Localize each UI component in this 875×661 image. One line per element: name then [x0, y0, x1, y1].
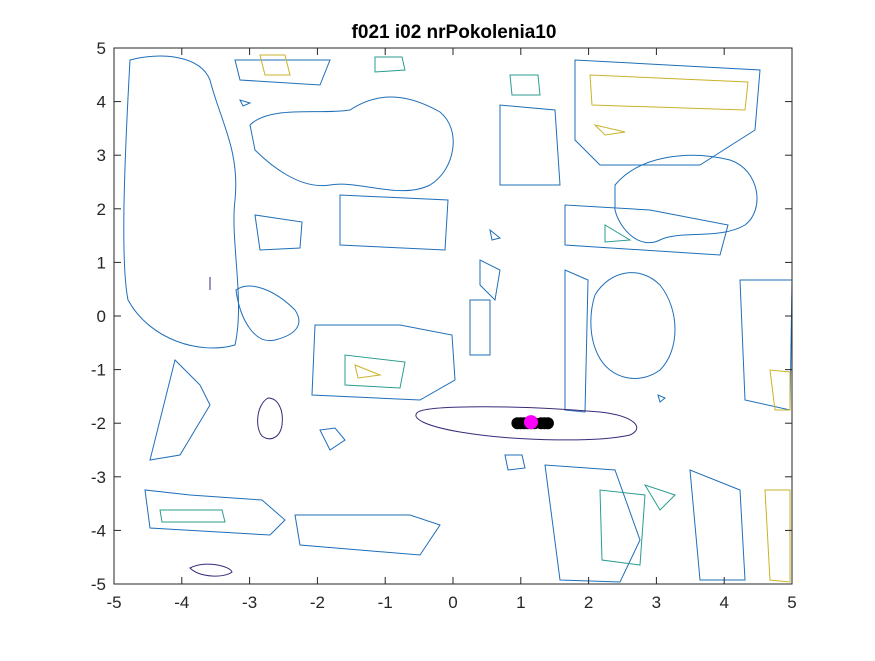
contour-line — [159, 509, 226, 523]
contour-line — [564, 269, 589, 413]
contour-line — [574, 59, 761, 166]
contour-line — [239, 99, 252, 107]
x-tick-label: -5 — [106, 593, 121, 612]
contour-line — [415, 406, 638, 441]
contour-line — [769, 369, 791, 411]
contour-line — [564, 204, 729, 256]
contour-line — [604, 224, 632, 243]
contour-line — [123, 55, 239, 349]
x-tick-label: -3 — [242, 593, 257, 612]
y-tick-label: 1 — [97, 253, 106, 272]
contour-line — [504, 454, 526, 471]
contour-line — [590, 272, 676, 379]
axes: -5 -4 -3 -2 -1 0 1 2 3 4 5 5 4 3 2 1 0 -1 -2 -3 -4 -5 — [91, 39, 797, 612]
contour-line — [614, 154, 758, 244]
y-tick-label: -3 — [91, 468, 106, 487]
contour-line — [144, 489, 286, 536]
contour-line — [764, 489, 791, 583]
contour-line — [689, 469, 746, 581]
y-tick-label: -5 — [91, 575, 106, 594]
x-tick-label: -4 — [174, 593, 189, 612]
contour-line — [509, 74, 541, 96]
contour-line — [254, 214, 303, 251]
x-tick-label: 1 — [516, 593, 525, 612]
contour-line — [234, 59, 331, 86]
x-tick-label: 0 — [448, 593, 457, 612]
contour-line — [469, 299, 491, 356]
contour-line — [479, 259, 501, 302]
contour-line — [589, 74, 749, 111]
contour-line — [294, 514, 441, 556]
contour-line — [593, 124, 626, 136]
best-point — [523, 415, 538, 430]
contour-line — [643, 484, 676, 511]
contour-line — [374, 56, 406, 73]
x-tick-label: 3 — [652, 593, 661, 612]
y-tick-label: 0 — [97, 307, 106, 326]
contour-line — [657, 394, 666, 403]
population-points — [511, 415, 554, 430]
contour-line — [354, 364, 382, 379]
contour-line — [311, 324, 456, 401]
y-tick-label: -2 — [91, 414, 106, 433]
contour-line — [344, 354, 406, 389]
contour-line — [739, 279, 793, 411]
population-point — [541, 417, 554, 430]
x-tick-label: -2 — [310, 593, 325, 612]
y-tick-label: 4 — [97, 93, 106, 112]
contour-line — [319, 427, 346, 451]
contour-line — [189, 563, 233, 577]
contour-line — [249, 96, 454, 192]
y-tick-label: 2 — [97, 200, 106, 219]
y-tick-label: 5 — [97, 39, 106, 58]
y-tick-label: -4 — [91, 521, 106, 540]
contour-line — [149, 359, 211, 461]
contour-line — [257, 397, 283, 440]
contour-lines — [123, 54, 793, 583]
contour-line — [339, 194, 449, 251]
chart-title: f021 i02 nrPokolenia10 — [352, 22, 557, 43]
y-tick-label: -1 — [91, 361, 106, 380]
contour-line — [489, 228, 502, 241]
contour-line — [235, 285, 300, 342]
x-tick-label: -1 — [378, 593, 393, 612]
contour-line — [544, 464, 641, 583]
contour-line — [499, 104, 561, 186]
x-tick-label: 4 — [719, 593, 728, 612]
contour-line — [259, 54, 291, 76]
y-tick-label: 3 — [97, 146, 106, 165]
contour-line — [599, 489, 646, 566]
x-tick-label: 2 — [584, 593, 593, 612]
x-tick-label: 5 — [787, 593, 796, 612]
plot-frame — [113, 47, 793, 585]
